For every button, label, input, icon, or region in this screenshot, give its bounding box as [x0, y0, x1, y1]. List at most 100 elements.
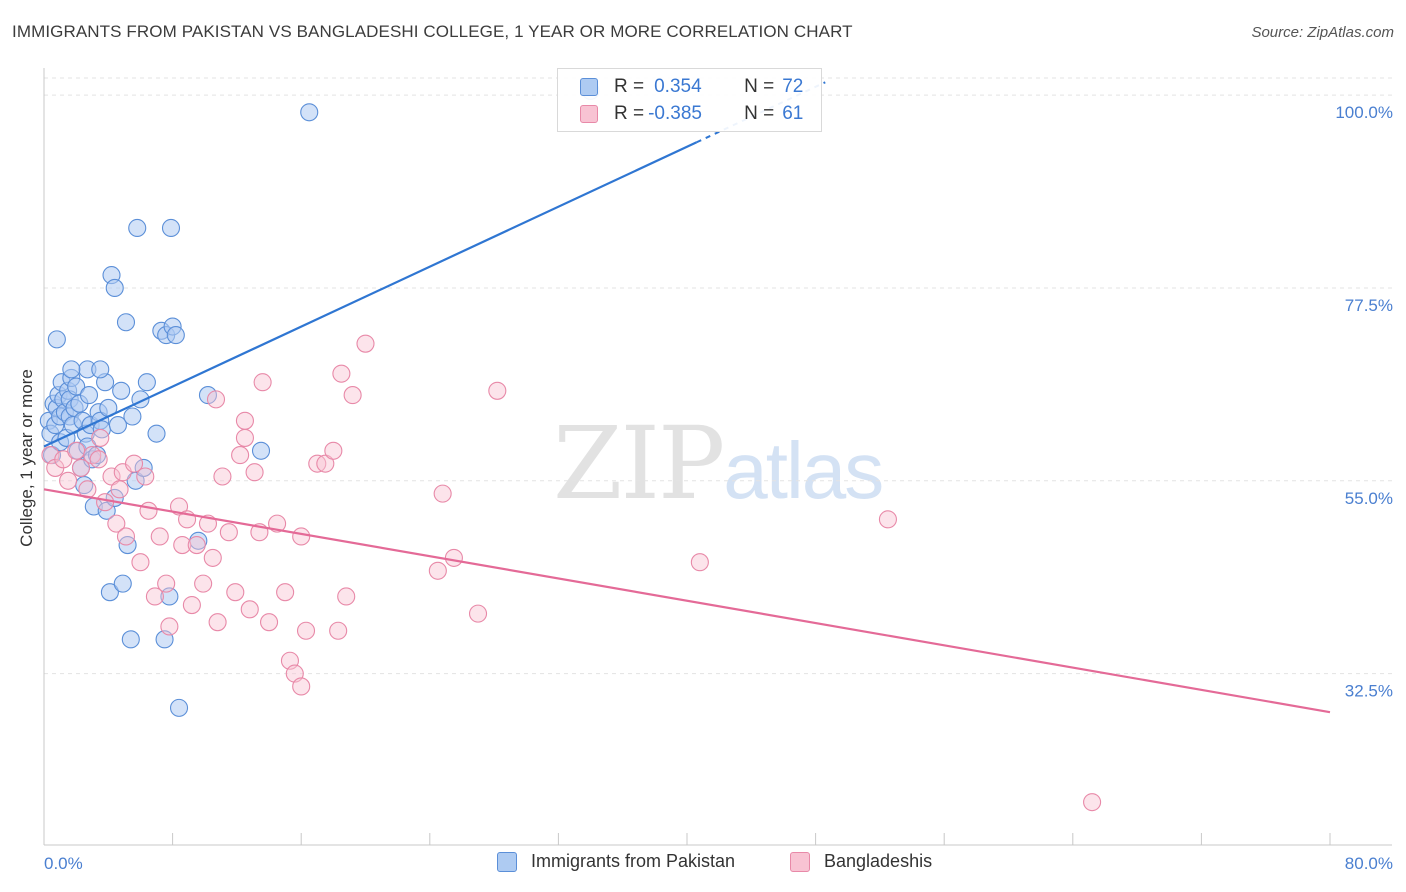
bangladesh-point — [107, 514, 126, 533]
legend-row-bangladesh: R = -0.385 N = 61 — [580, 101, 803, 127]
bangladesh-point — [169, 497, 189, 516]
pakistan-point — [161, 218, 181, 238]
pakistan-point — [128, 218, 147, 238]
legend-n-label: N = — [744, 76, 775, 97]
bangladesh-point — [292, 527, 311, 546]
pakistan-point — [67, 377, 86, 396]
bangladesh-point — [235, 428, 254, 447]
trend-lines — [43, 81, 1331, 714]
tick-labels: 32.5% 55.0% 77.5% 100.0% 0.0% 80.0% — [44, 103, 1393, 873]
series-swatch-pakistan — [497, 851, 517, 872]
bangladesh-point — [208, 613, 227, 632]
pakistan-point — [147, 424, 166, 443]
bangladesh-point — [116, 527, 136, 546]
bangladesh-point — [91, 428, 110, 447]
pakistan-point — [166, 326, 185, 345]
chart-title: IMMIGRANTS FROM PAKISTAN VS BANGLADESHI … — [12, 22, 853, 41]
bangladesh-point — [71, 458, 91, 477]
bangladesh-point — [182, 595, 201, 615]
bangladesh-point — [324, 441, 343, 460]
bangladesh-point — [428, 561, 447, 580]
bangladesh-point — [433, 484, 452, 503]
x-tick-label-min: 0.0% — [44, 854, 83, 873]
bangladesh-point — [124, 454, 144, 473]
pakistan-point — [100, 583, 119, 602]
correlation-legend: R = 0.354 N = 72 R = -0.385 N = 61 — [557, 68, 822, 132]
legend-n-value: 72 — [782, 76, 804, 97]
bangladesh-point — [173, 536, 192, 555]
pakistan-points — [39, 81, 600, 717]
bangladesh-point — [213, 467, 232, 486]
legend-r-label: R = — [614, 103, 645, 124]
y-tick-label: 100.0% — [1335, 103, 1393, 122]
bangladesh-point — [226, 583, 245, 602]
bangladesh-points — [41, 334, 1102, 812]
x-tick-label-max: 80.0% — [1345, 854, 1393, 873]
bangladesh-point — [102, 467, 121, 486]
bangladesh-point — [343, 386, 362, 405]
pakistan-point — [108, 416, 127, 435]
bangladesh-point — [139, 501, 158, 520]
bangladesh-point — [690, 553, 709, 572]
y-tick-label: 55.0% — [1345, 489, 1393, 508]
bangladesh-point — [296, 621, 316, 640]
pakistan-point — [137, 373, 156, 392]
bangladesh-point — [150, 527, 169, 546]
bangladesh-point — [160, 617, 179, 636]
bangladesh-point — [235, 411, 254, 430]
bangladesh-point — [332, 364, 351, 383]
source-credit: Source: ZipAtlas.com — [1251, 24, 1394, 41]
bangladesh-point — [187, 536, 206, 555]
series-legend-bangladesh[interactable]: Bangladeshis — [790, 851, 932, 872]
bangladesh-point — [316, 454, 335, 473]
series-legend: Immigrants from Pakistan Bangladeshis — [0, 851, 1406, 879]
bangladesh-point — [268, 514, 287, 533]
watermark-zip: ZIP — [553, 405, 725, 522]
y-tick-label: 77.5% — [1345, 296, 1393, 315]
pakistan-point — [123, 407, 142, 426]
bangladesh-point — [356, 334, 375, 353]
bangladesh-point — [219, 523, 238, 542]
pakistan-point — [105, 278, 124, 298]
bangladesh-point — [878, 510, 897, 529]
pakistan-point — [198, 386, 218, 405]
legend-r-value: -0.385 — [648, 103, 702, 124]
bangladesh-point — [136, 467, 155, 486]
series-swatch-bangladesh — [790, 851, 810, 872]
pakistan-point — [169, 698, 189, 717]
legend-n-label: N = — [744, 103, 775, 124]
pakistan-point — [79, 386, 99, 405]
series-label-bangladesh: Bangladeshis — [824, 851, 933, 871]
bangladesh-point — [157, 574, 176, 593]
bangladesh-point — [292, 677, 311, 696]
bangladesh-point — [54, 450, 73, 469]
series-legend-pakistan[interactable]: Immigrants from Pakistan — [497, 851, 735, 872]
bangladesh-point — [131, 553, 150, 572]
bangladesh-point — [276, 583, 295, 602]
grid-lines — [44, 77, 1392, 675]
bangladesh-point — [329, 621, 348, 640]
watermark-atlas: atlas — [723, 426, 884, 515]
legend-swatch-bangladesh — [580, 105, 598, 123]
pakistan-point — [112, 381, 131, 400]
bangladesh-point — [59, 471, 78, 490]
bangladesh-point — [1083, 793, 1102, 812]
bangladesh-point — [488, 381, 507, 400]
legend-n-value: 61 — [782, 103, 804, 124]
bangladesh-point — [444, 548, 463, 567]
y-axis-title: College, 1 year or more — [17, 369, 36, 547]
legend-row-pakistan: R = 0.354 N = 72 — [580, 74, 803, 100]
bangladesh-point — [67, 441, 86, 460]
bangladesh-point — [240, 600, 259, 619]
series-label-pakistan: Immigrants from Pakistan — [531, 851, 736, 871]
bangladesh-point — [253, 373, 272, 392]
bangladesh-point — [245, 463, 264, 482]
bangladesh-point — [110, 480, 129, 499]
bangladesh-point — [259, 613, 279, 632]
pakistan-point — [300, 103, 319, 122]
bangladesh-point — [194, 574, 213, 593]
bangladesh-point — [206, 390, 226, 409]
bangladesh-point — [337, 587, 356, 606]
pakistan-point — [116, 313, 136, 332]
